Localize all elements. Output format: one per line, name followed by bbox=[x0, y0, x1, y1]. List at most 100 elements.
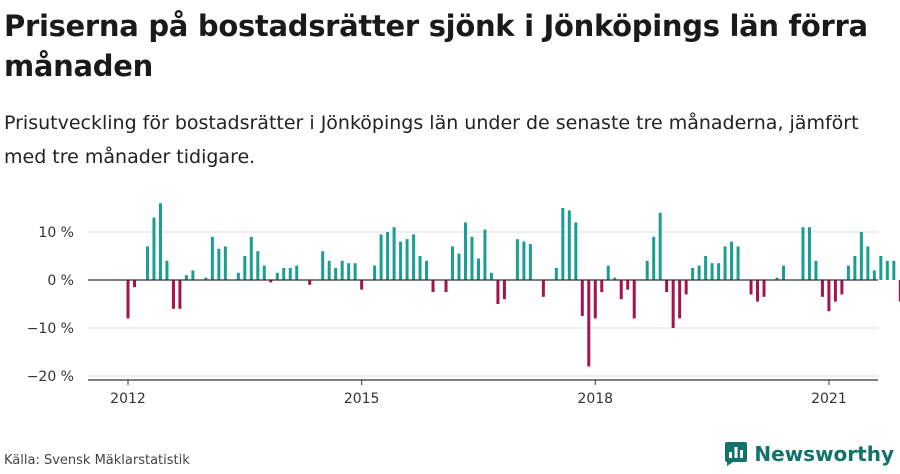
bar bbox=[275, 272, 279, 280]
bar bbox=[431, 280, 435, 292]
x-tick-label: 2021 bbox=[811, 391, 847, 407]
bar bbox=[879, 256, 883, 280]
bar bbox=[392, 227, 396, 280]
source-note: Källa: Svensk Mäklarstatistik bbox=[4, 453, 190, 468]
bar bbox=[295, 265, 299, 280]
bar bbox=[846, 265, 850, 280]
x-tick-label: 2012 bbox=[110, 391, 146, 407]
bar bbox=[217, 248, 221, 280]
bar bbox=[288, 268, 292, 280]
bar bbox=[152, 217, 156, 280]
bar bbox=[632, 280, 636, 319]
bar bbox=[425, 260, 429, 280]
brand-name: Newsworthy bbox=[754, 442, 894, 466]
bar bbox=[360, 280, 364, 290]
bar bbox=[223, 246, 227, 280]
bar bbox=[671, 280, 675, 328]
bar bbox=[859, 232, 863, 280]
bar bbox=[892, 260, 896, 280]
bar bbox=[840, 280, 844, 295]
bar bbox=[833, 280, 837, 302]
bar bbox=[171, 280, 175, 309]
bar bbox=[502, 280, 506, 300]
bar bbox=[145, 246, 149, 280]
bar bbox=[515, 239, 519, 280]
bar bbox=[451, 246, 454, 280]
bar bbox=[554, 268, 558, 280]
bar bbox=[619, 280, 623, 300]
bar bbox=[210, 236, 214, 280]
bar bbox=[885, 260, 889, 280]
bar bbox=[717, 263, 721, 280]
bar bbox=[801, 227, 805, 280]
bar bbox=[541, 280, 545, 297]
bar bbox=[308, 280, 312, 285]
bar bbox=[256, 251, 260, 280]
bar bbox=[191, 270, 195, 280]
bar bbox=[347, 263, 351, 280]
bar bbox=[243, 256, 247, 280]
bar bbox=[626, 280, 630, 290]
bar bbox=[665, 280, 669, 292]
newsworthy-logo-icon bbox=[725, 442, 748, 466]
bar bbox=[567, 210, 571, 280]
bar bbox=[898, 280, 900, 302]
bar bbox=[463, 222, 467, 280]
bar bbox=[399, 241, 403, 280]
bar bbox=[678, 280, 682, 319]
bar bbox=[749, 280, 753, 295]
bar bbox=[710, 263, 714, 280]
bar bbox=[165, 260, 169, 280]
bar bbox=[736, 246, 740, 280]
y-tick-label: −10 % bbox=[27, 321, 74, 337]
bar bbox=[606, 265, 610, 280]
bar bbox=[645, 260, 649, 280]
bar bbox=[587, 280, 591, 367]
bar bbox=[405, 239, 409, 280]
bar bbox=[600, 280, 604, 292]
bar bbox=[418, 256, 422, 280]
bar bbox=[489, 272, 493, 280]
bar bbox=[580, 280, 584, 316]
bar bbox=[457, 253, 461, 280]
bar bbox=[184, 275, 188, 280]
bar bbox=[593, 280, 597, 319]
bar bbox=[522, 241, 526, 280]
bar bbox=[866, 246, 870, 280]
bar bbox=[483, 229, 487, 280]
bar bbox=[528, 244, 532, 280]
bar bbox=[353, 263, 357, 280]
bar bbox=[827, 280, 831, 312]
bar bbox=[476, 258, 480, 280]
bar bbox=[814, 260, 818, 280]
y-tick-label: 0 % bbox=[47, 273, 74, 289]
bar bbox=[756, 280, 760, 302]
bar bbox=[386, 232, 390, 280]
y-tick-label: 10 % bbox=[38, 225, 74, 241]
bar bbox=[872, 270, 876, 280]
bar bbox=[613, 277, 617, 280]
bar bbox=[373, 265, 377, 280]
bar bbox=[282, 268, 286, 280]
y-tick-label: −20 % bbox=[27, 369, 74, 385]
bar bbox=[412, 234, 416, 280]
bar bbox=[249, 236, 253, 280]
bar bbox=[652, 236, 656, 280]
bar bbox=[658, 212, 662, 280]
x-tick-label: 2015 bbox=[344, 391, 380, 407]
newsworthy-logo[interactable]: Newsworthy bbox=[724, 441, 894, 467]
bar bbox=[126, 280, 130, 319]
bar bbox=[334, 268, 338, 280]
bar bbox=[781, 265, 785, 280]
bar bbox=[321, 251, 325, 280]
bar bbox=[444, 280, 448, 292]
bar bbox=[327, 260, 331, 280]
x-tick-label: 2018 bbox=[577, 391, 613, 407]
bar bbox=[236, 272, 240, 280]
bar bbox=[684, 280, 688, 295]
bar bbox=[132, 280, 136, 288]
bar bbox=[561, 208, 565, 280]
bar bbox=[723, 246, 727, 280]
bar bbox=[697, 265, 701, 280]
bar bbox=[379, 234, 383, 280]
